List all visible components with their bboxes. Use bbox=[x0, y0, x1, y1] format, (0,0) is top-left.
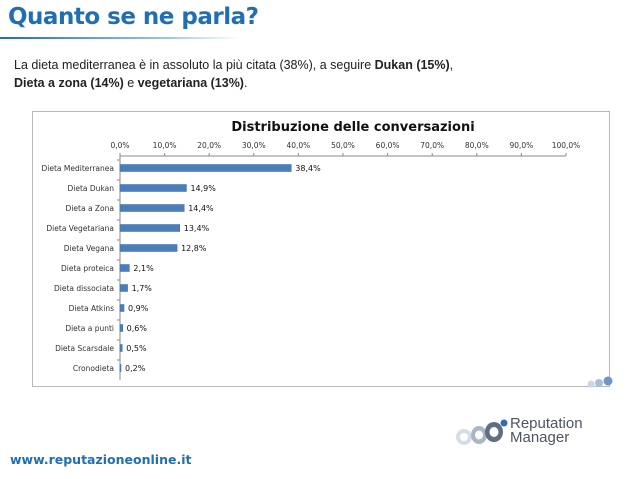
logo-wordmark: Reputation Manager bbox=[510, 415, 583, 446]
category-label: Dieta Mediterranea bbox=[42, 164, 114, 173]
bar-chart: Distribuzione delle conversazioni 0,0% 10,… bbox=[42, 120, 581, 380]
bar-value-label: 0,2% bbox=[125, 364, 146, 373]
intro-highlight-vegetariana: vegetariana (13%) bbox=[137, 76, 244, 90]
x-tick-label: 40,0% bbox=[286, 141, 310, 150]
bar-value-label: 1,7% bbox=[132, 284, 153, 293]
bar-value-label: 14,9% bbox=[190, 184, 216, 193]
intro-highlight-zona: Dieta a zona (14%) bbox=[14, 76, 124, 90]
intro-text-part: , bbox=[449, 58, 454, 72]
bar bbox=[119, 264, 130, 272]
bar-value-label: 0,5% bbox=[126, 344, 147, 353]
bar-value-label: 38,4% bbox=[295, 164, 321, 173]
bar bbox=[119, 304, 125, 312]
category-label: Dieta Scarsdale bbox=[55, 344, 114, 353]
footer-url: www.reputazioneonline.it bbox=[10, 452, 192, 467]
x-tick-label: 0,0% bbox=[110, 141, 129, 150]
bar bbox=[119, 284, 128, 292]
intro-text: La dieta mediterranea è in assoluto la p… bbox=[14, 56, 574, 92]
category-label: Cronodieta bbox=[73, 364, 114, 373]
logo-mark-icon bbox=[456, 419, 508, 445]
x-tick-label: 100,0% bbox=[552, 141, 581, 150]
logo-line-2: Manager bbox=[510, 429, 570, 446]
category-label: Dieta Dukan bbox=[68, 184, 115, 193]
bar bbox=[119, 184, 187, 192]
bar-value-label: 0,9% bbox=[128, 304, 149, 313]
bar bbox=[119, 164, 292, 172]
x-tick-label: 10,0% bbox=[153, 141, 177, 150]
x-tick-label: 50,0% bbox=[331, 141, 355, 150]
slide-title: Quanto se ne parla? bbox=[8, 4, 259, 30]
category-label: Dieta Vegetariana bbox=[46, 224, 114, 233]
chart-container: Distribuzione delle conversazioni 0,0% 10,… bbox=[32, 111, 610, 387]
bar-value-label: 14,4% bbox=[188, 204, 214, 213]
intro-text-part: . bbox=[243, 76, 248, 90]
reputation-manager-logo: Reputation Manager bbox=[454, 416, 604, 450]
category-label: Dieta a punti bbox=[65, 324, 114, 333]
intro-text-part: La dieta mediterranea è in assoluto la p… bbox=[14, 58, 375, 72]
bar-value-label: 13,4% bbox=[184, 224, 210, 233]
category-label: Dieta dissociata bbox=[54, 284, 114, 293]
title-underline bbox=[0, 37, 240, 39]
category-label: Dieta proteica bbox=[61, 264, 114, 273]
bar bbox=[119, 324, 123, 332]
x-tick-label: 60,0% bbox=[376, 141, 400, 150]
intro-text-part: e bbox=[123, 76, 138, 90]
x-tick-label: 20,0% bbox=[197, 141, 221, 150]
bar-value-label: 12,8% bbox=[181, 244, 207, 253]
category-label: Dieta Vegana bbox=[64, 244, 114, 253]
bar bbox=[119, 224, 181, 232]
x-tick-label: 70,0% bbox=[420, 141, 444, 150]
bar bbox=[119, 364, 122, 372]
logo-line-1: Reputation bbox=[510, 415, 583, 432]
chart-title: Distribuzione delle conversazioni bbox=[231, 120, 474, 135]
bar-value-label: 2,1% bbox=[133, 264, 154, 273]
bar bbox=[119, 344, 123, 352]
category-label: Dieta a Zona bbox=[66, 204, 114, 213]
bar bbox=[119, 204, 185, 212]
intro-highlight-dukan: Dukan (15%) bbox=[374, 58, 450, 72]
decorative-dots-icon bbox=[587, 376, 613, 388]
bar-value-label: 0,6% bbox=[127, 324, 148, 333]
bar bbox=[119, 244, 178, 252]
category-label: Dieta Atkins bbox=[69, 304, 115, 313]
x-tick-label: 80,0% bbox=[465, 141, 489, 150]
x-tick-label: 30,0% bbox=[242, 141, 266, 150]
x-tick-label: 90,0% bbox=[509, 141, 533, 150]
